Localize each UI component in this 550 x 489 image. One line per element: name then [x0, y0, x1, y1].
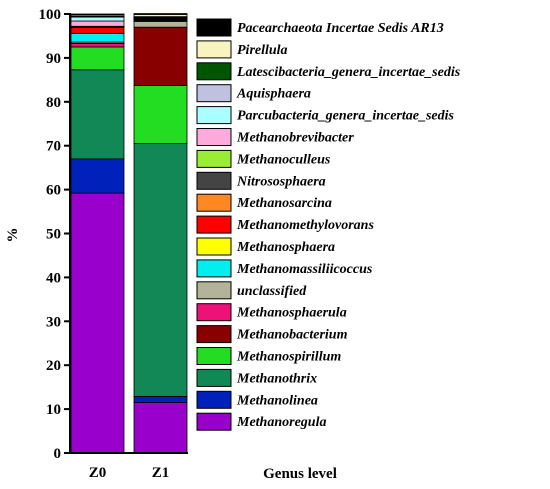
y-axis-label: % — [5, 228, 21, 243]
y-tick-label: 40 — [46, 270, 61, 286]
legend-swatch — [196, 18, 232, 37]
legend-label: Methanobrevibacter — [236, 131, 354, 146]
bar-segment — [70, 16, 125, 22]
legend-label: Methanomethylovorans — [236, 218, 374, 233]
bar-segment — [133, 395, 188, 403]
x-ticks-group: Z0 Z1 — [89, 465, 170, 481]
bar-segment — [133, 21, 188, 28]
bar-segment — [70, 69, 125, 160]
bar-segment — [133, 13, 188, 15]
legend-swatch — [196, 84, 232, 103]
bars-group — [70, 13, 188, 454]
bar-segment — [70, 43, 125, 48]
bar-segment — [70, 27, 125, 34]
legend-label: Latescibacteria_genera_incertae_sedis — [236, 65, 461, 80]
legend-label: Methanosphaerula — [236, 306, 347, 321]
bar-segment — [133, 402, 188, 454]
bar-segment — [133, 26, 188, 86]
y-tick-label: 30 — [46, 314, 61, 330]
y-tick-label: 100 — [39, 7, 62, 23]
legend-swatch — [196, 347, 232, 365]
legend-label: Methanosarcina — [236, 196, 332, 211]
legend-label: Methanoculleus — [236, 152, 331, 167]
bar-segment — [133, 143, 188, 397]
y-tick-label: 0 — [54, 446, 62, 462]
legend-swatch — [196, 106, 232, 125]
y-tick-label: 80 — [46, 95, 61, 111]
legend-label: Parcubacteria_genera_incertae_sedis — [237, 109, 455, 124]
legend-swatch — [196, 128, 232, 146]
legend-swatch — [196, 368, 232, 387]
legend-label: Aquisphaera — [236, 87, 311, 102]
legend-label: Methanothrix — [236, 371, 317, 386]
bar-segment — [70, 192, 125, 454]
legend-label: Methanolinea — [236, 393, 318, 408]
x-tick-label: Z0 — [89, 465, 107, 481]
legend-swatch — [196, 325, 232, 344]
legend-swatch — [196, 215, 232, 234]
y-tick-label: 70 — [46, 139, 61, 155]
legend-label: Methanospirillum — [236, 350, 341, 365]
legend-swatch — [196, 259, 232, 278]
bar-segment — [70, 13, 125, 16]
y-tick-label: 10 — [46, 402, 61, 418]
legend-swatch — [196, 149, 232, 168]
bar-segment — [70, 32, 125, 43]
bar-segment — [133, 85, 188, 144]
bar-segment — [70, 20, 125, 27]
legend-swatch — [196, 171, 232, 190]
legend-label: Pirellula — [237, 43, 288, 58]
x-axis-label: Genus level — [263, 466, 337, 482]
bar-segment — [70, 46, 125, 71]
legend-label: Methanoregula — [236, 415, 326, 430]
x-tick-label: Z1 — [152, 465, 170, 481]
legend-swatch — [196, 40, 232, 59]
legend-swatch — [196, 193, 232, 212]
y-tick-label: 60 — [46, 183, 61, 199]
legend-label: Methanobacterium — [236, 328, 348, 343]
legend-label: Methanomassiliicoccus — [236, 262, 373, 277]
legend-swatch — [196, 281, 232, 300]
y-ticks-group: 0 10 20 30 40 50 60 70 80 90 100 — [39, 7, 70, 462]
legend-label: Nitrososphaera — [236, 174, 326, 189]
legend-label: Pacearchaeota Incertae Sedis AR13 — [237, 21, 444, 36]
legend-swatch — [196, 390, 232, 409]
legend-label: unclassified — [237, 284, 307, 299]
legend-swatch — [196, 237, 232, 256]
legend-swatch — [196, 303, 232, 322]
legend-swatch — [196, 62, 232, 81]
legend-swatch — [196, 412, 232, 431]
y-tick-label: 50 — [46, 227, 61, 243]
legend: Pacearchaeota Incertae Sedis AR13 Pirellu… — [196, 18, 461, 431]
bar-segment — [70, 158, 125, 194]
y-tick-label: 90 — [46, 51, 61, 67]
legend-label: Methanosphaera — [236, 240, 335, 255]
y-tick-label: 20 — [46, 358, 61, 374]
